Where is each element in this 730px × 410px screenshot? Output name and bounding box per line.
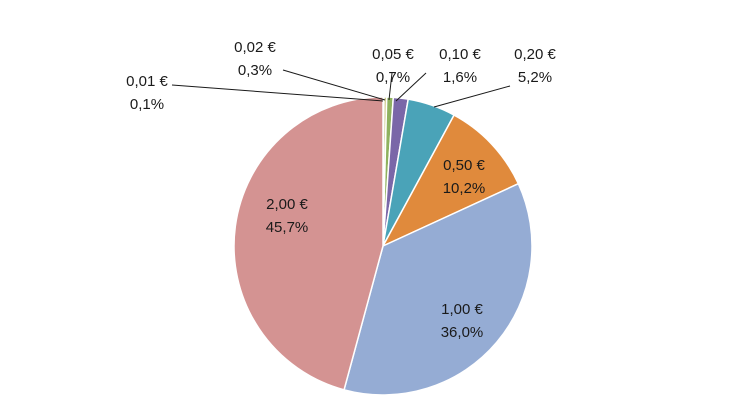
slice-category-label: 0,02 € (234, 39, 276, 56)
slice-category-label: 1,00 € (441, 301, 483, 318)
slice-labels: 0,01 € 0,1% 0,02 € 0,3% 0,05 € 0,7% 0,10 € 1,6%… (126, 39, 556, 341)
pie-slice-200 (233, 96, 384, 391)
slice-category-label: 0,05 € (372, 46, 414, 63)
slice-category-label: 0,20 € (514, 46, 556, 63)
slice-category-label: 0,10 € (439, 46, 481, 63)
leader-line (395, 72, 427, 102)
leader-line (388, 72, 393, 101)
pie-slice-050 (381, 114, 520, 248)
slice-value-label: 0,1% (130, 96, 164, 113)
slice-value-label: 45,7% (266, 219, 309, 236)
slice-value-label: 1,6% (443, 69, 477, 86)
leader-line (171, 84, 384, 102)
leader-line (433, 85, 511, 108)
pie-slice-100 (343, 182, 533, 396)
slice-value-label: 5,2% (518, 69, 552, 86)
slice-category-label: 0,50 € (443, 157, 485, 174)
pie-slices (233, 96, 533, 396)
slice-value-label: 0,7% (376, 69, 410, 86)
slice-value-label: 36,0% (441, 324, 484, 341)
leader-lines (171, 69, 511, 108)
slice-value-label: 0,3% (238, 62, 272, 79)
slice-category-label: 2,00 € (266, 196, 308, 213)
slice-value-label: 10,2% (443, 180, 486, 197)
leader-line (282, 69, 386, 101)
slice-category-label: 0,01 € (126, 73, 168, 90)
